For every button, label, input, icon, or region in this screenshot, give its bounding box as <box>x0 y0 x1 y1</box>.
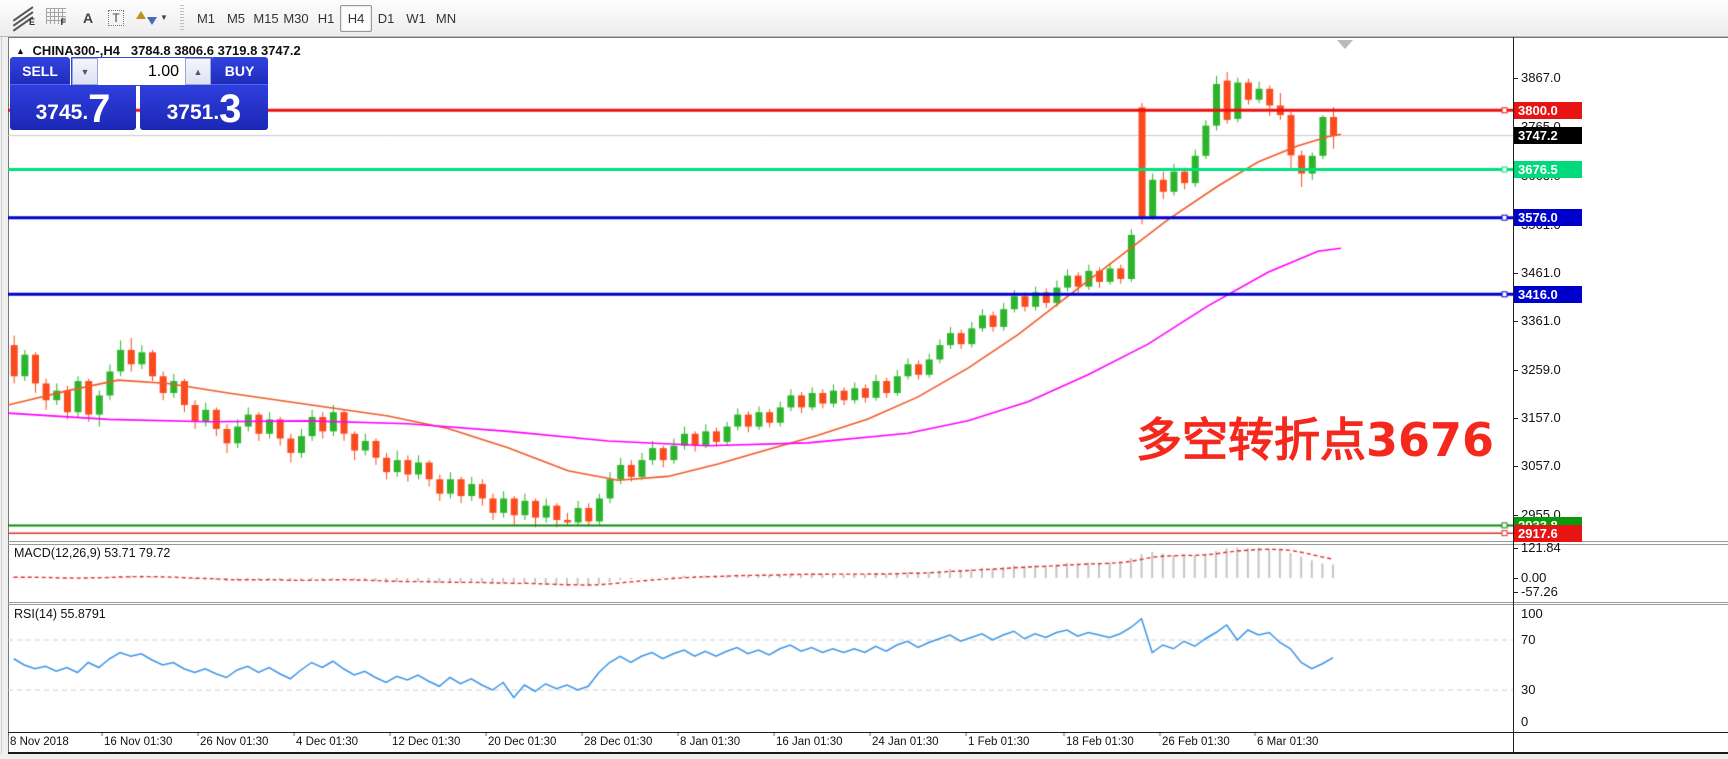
time-axis-label: 24 Jan 01:30 <box>872 736 939 748</box>
time-axis-label: 4 Dec 01:30 <box>296 736 359 748</box>
fibonacci-grid-icon: F <box>46 8 66 27</box>
macd-tick-label: -57.26 <box>1521 584 1558 600</box>
candlestick-chart-canvas[interactable] <box>8 37 1513 753</box>
timeframe-button-M30[interactable]: M30 <box>283 11 309 26</box>
volume-decrease-button[interactable]: ▼ <box>72 58 98 85</box>
fibonacci-tool-button[interactable]: F <box>42 5 70 30</box>
price-tick <box>1513 272 1518 274</box>
buy-price-main: 3751 <box>166 101 214 124</box>
price-tick-label: 3361.0 <box>1521 312 1561 328</box>
buy-price-button[interactable]: 3751 . 3 <box>140 85 268 130</box>
scroll-marker-icon[interactable] <box>1337 40 1353 49</box>
timeframe-button-H4[interactable]: H4 <box>340 5 372 32</box>
price-level-badge: 3416.0 <box>1514 285 1582 303</box>
price-level-badge: 3676.5 <box>1514 160 1582 178</box>
dropdown-arrow-icon[interactable]: ▼ <box>160 13 168 22</box>
rsi-tick-label: 100 <box>1521 606 1543 621</box>
macd-tick <box>1513 592 1518 594</box>
text-tool-icon: A <box>82 9 94 26</box>
chart-title: ▲ CHINA300-,H4 3784.8 3806.6 3719.8 3747… <box>16 43 301 58</box>
text-tool-button[interactable]: A <box>74 5 102 30</box>
text-label-tool-button[interactable]: T <box>102 5 130 30</box>
sell-price-button[interactable]: 3745 . 7 <box>10 85 136 130</box>
time-axis-label: 8 Nov 2018 <box>10 736 69 748</box>
chart-text-annotation: 多空转折点3676 <box>1136 413 1495 467</box>
timeframe-button-M5[interactable]: M5 <box>226 11 246 26</box>
time-axis-line <box>8 731 1728 733</box>
time-axis-label: 26 Nov 01:30 <box>200 736 269 748</box>
price-tick <box>1513 320 1518 322</box>
pane-separator[interactable] <box>8 604 1728 605</box>
volume-control: ▼ ▲ <box>71 57 212 86</box>
time-axis-label: 16 Nov 01:30 <box>104 736 173 748</box>
time-axis-label: 12 Dec 01:30 <box>392 736 461 748</box>
time-axis-label: 6 Mar 01:30 <box>1257 736 1319 748</box>
buy-price-dot: . <box>213 101 220 124</box>
sell-price-main: 3745 <box>35 101 83 124</box>
macd-tick <box>1513 547 1518 549</box>
rsi-tick-label: 70 <box>1521 632 1536 647</box>
window-bottom-border <box>8 752 1728 754</box>
arrows-icon <box>136 10 158 25</box>
price-tick-label: 3461.0 <box>1521 264 1561 280</box>
arrows-tool-button[interactable]: ▼ <box>132 5 172 30</box>
price-tick-label: 3259.0 <box>1521 361 1561 377</box>
volume-increase-button[interactable]: ▲ <box>185 58 211 85</box>
price-level-badge: 2917.6 <box>1514 524 1582 542</box>
time-axis-label: 28 Dec 01:30 <box>584 736 653 748</box>
channel-lines-icon: E <box>12 5 35 31</box>
ohlc-values: 3784.8 3806.6 3719.8 3747.2 <box>130 43 301 58</box>
time-axis-label: 20 Dec 01:30 <box>488 736 557 748</box>
price-tick <box>1513 369 1518 371</box>
timeframe-button-H1[interactable]: H1 <box>317 11 335 26</box>
macd-tick <box>1513 578 1518 579</box>
sell-button[interactable]: SELL <box>10 57 70 86</box>
timeframe-button-M1[interactable]: M1 <box>196 11 216 26</box>
rsi-tick-label: 30 <box>1521 682 1536 697</box>
time-axis-label: 16 Jan 01:30 <box>776 736 843 748</box>
volume-input[interactable] <box>98 58 185 85</box>
pane-separator[interactable] <box>8 601 1728 603</box>
macd-tick-label: 0.00 <box>1521 570 1547 585</box>
macd-tick-label: 121.84 <box>1521 539 1561 555</box>
time-axis-label: 1 Feb 01:30 <box>968 736 1030 748</box>
sell-price-dot: . <box>82 101 89 124</box>
buy-button[interactable]: BUY <box>211 57 268 86</box>
price-tick <box>1513 466 1518 468</box>
price-level-badge: 3800.0 <box>1514 101 1582 119</box>
toolbar-separator <box>180 5 184 31</box>
sell-price-big-digit: 7 <box>88 87 111 131</box>
time-axis-label: 18 Feb 01:30 <box>1066 736 1134 748</box>
window-left-edge <box>1 37 2 754</box>
pane-separator[interactable] <box>8 543 1728 545</box>
timeframe-button-M15[interactable]: M15 <box>253 11 279 26</box>
buy-price-big-digit: 3 <box>219 87 242 131</box>
price-level-badge: 3576.0 <box>1514 209 1582 227</box>
price-tick-label: 3157.0 <box>1521 410 1561 426</box>
rsi-indicator-label: RSI(14) 55.8791 <box>14 607 106 621</box>
timeframe-button-MN[interactable]: MN <box>435 11 457 26</box>
collapse-triangle-icon[interactable]: ▲ <box>16 46 25 56</box>
price-axis-line <box>1513 37 1514 753</box>
time-axis-label: 26 Feb 01:30 <box>1162 736 1230 748</box>
one-click-trading-panel: SELL ▼ ▲ BUY 3745 . 7 3751 . 3 <box>10 57 268 130</box>
price-tick <box>1513 418 1518 420</box>
macd-indicator-label: MACD(12,26,9) 53.71 79.72 <box>14 546 171 560</box>
timeframe-button-D1[interactable]: D1 <box>377 11 395 26</box>
toolbar: E F A T ▼ M1 M5 M15 M30 H1 H4 D1 W1 MN <box>0 0 1728 37</box>
price-tick <box>1513 78 1518 80</box>
price-level-badge: 3747.2 <box>1514 127 1582 145</box>
equidistant-channel-tool-button[interactable]: E <box>10 5 38 31</box>
rsi-tick-label: 0 <box>1521 714 1529 729</box>
timeframe-button-W1[interactable]: W1 <box>406 11 426 26</box>
symbol-period-label: CHINA300-,H4 <box>32 43 120 58</box>
label-tool-icon: T <box>108 9 124 26</box>
time-axis-label: 8 Jan 01:30 <box>680 736 741 748</box>
price-tick-label: 3057.0 <box>1521 458 1561 474</box>
price-tick <box>1513 515 1518 517</box>
pane-separator[interactable] <box>8 541 1728 542</box>
price-tick-label: 3867.0 <box>1521 70 1561 86</box>
